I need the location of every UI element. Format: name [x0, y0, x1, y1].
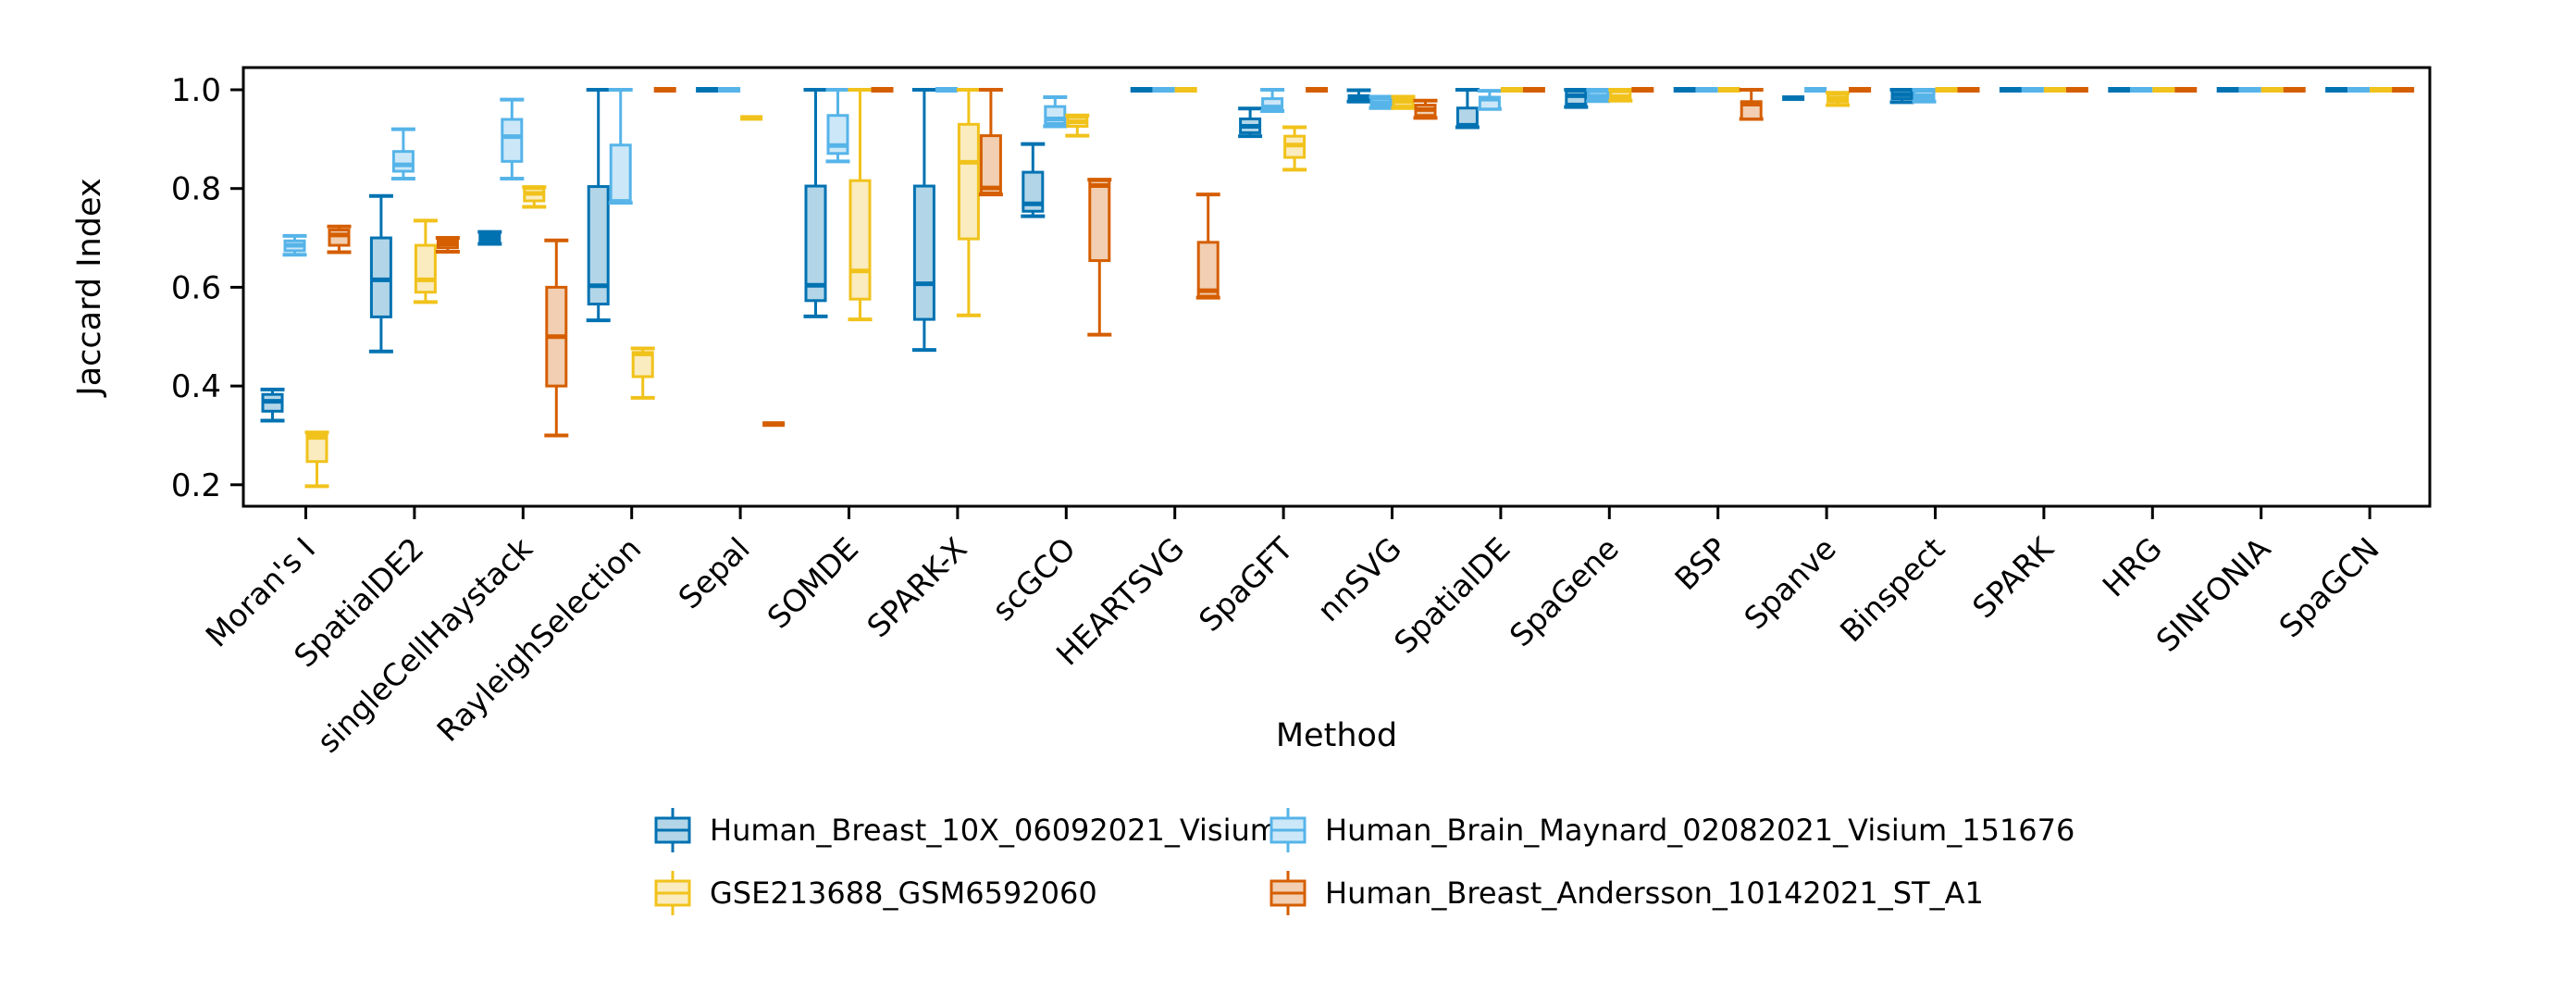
box-spatialde2-2 [391, 150, 415, 173]
box-spark-x-4 [979, 134, 1002, 195]
box-dash-bsp-2 [1695, 87, 1718, 93]
box-heartsvg-4 [1196, 241, 1220, 298]
box-dash-sepal-1 [696, 87, 719, 93]
box-dash-spanve-4 [1849, 87, 1872, 93]
box-dash-heartsvg-2 [1152, 87, 1175, 93]
box-dash-spagcn-3 [2370, 87, 2393, 93]
box-dash-bsp-1 [1673, 87, 1696, 93]
box-dash-sepal-2 [718, 87, 741, 93]
box-dash-binspect-3 [1935, 87, 1958, 93]
box-dash-spanve-2 [1804, 87, 1827, 93]
legend-human-breast-10x-06092021-visium-label: Human_Breast_10X_06092021_Visium [710, 813, 1279, 848]
box-dash-spark-1 [1999, 87, 2022, 93]
box-dash-sinfonia-3 [2260, 87, 2284, 93]
box-dash-sinfonia-1 [2216, 87, 2239, 93]
box-dash-spagcn-2 [2347, 87, 2371, 93]
box-dash-heartsvg-3 [1174, 87, 1197, 93]
box-somde-1 [804, 184, 827, 303]
box-dash-spagene-4 [1631, 87, 1654, 93]
box-dash-spagcn-4 [2392, 87, 2415, 93]
box-moran-s-i-4 [328, 229, 351, 247]
box-dash-sinfonia-2 [2238, 87, 2261, 93]
y-tick-label: 0.4 [171, 368, 221, 405]
box-dash-spark-x-2 [935, 87, 958, 93]
box-dash-bsp-3 [1717, 87, 1740, 93]
box-dash-somde-4 [871, 87, 894, 93]
box-singlecellhaystack-2 [501, 118, 524, 163]
box-dash-spagft-4 [1306, 87, 1329, 93]
x-axis-title: Method [1276, 717, 1397, 754]
y-tick-label: 0.2 [171, 467, 221, 504]
legend-gse213688-gsm6592060-label: GSE213688_GSM6592060 [710, 876, 1097, 911]
y-tick-label: 0.6 [171, 269, 221, 306]
box-dash-hrg-4 [2174, 87, 2198, 93]
box-dash-sepal-4 [762, 421, 786, 428]
box-scgco-4 [1088, 179, 1111, 263]
box-spark-x-1 [912, 184, 935, 321]
legend-human-brain-maynard-02082021-visium-151676-label: Human_Brain_Maynard_02082021_Visium_1516… [1325, 813, 2074, 848]
box-dash-binspect-4 [1957, 87, 1980, 93]
box-spark-x-3 [957, 122, 980, 241]
box-somde-3 [848, 179, 872, 301]
box-dash-rayleighselection-4 [653, 87, 676, 93]
box-dash-spanve-1 [1782, 95, 1805, 102]
box-spagft-2 [1261, 97, 1284, 111]
legend-human-breast-andersson-10142021-st-a1-label: Human_Breast_Andersson_10142021_ST_A1 [1325, 876, 1984, 911]
box-dash-spark-3 [2043, 87, 2066, 93]
box-dash-spagcn-1 [2325, 87, 2348, 93]
y-axis-title: Jaccard Index [71, 178, 108, 397]
box-dash-hrg-3 [2152, 87, 2175, 93]
box-dash-spatialde-4 [1522, 87, 1545, 93]
box-dash-spark-2 [2021, 87, 2044, 93]
y-tick-label: 1.0 [171, 72, 221, 109]
y-tick-label: 0.8 [171, 171, 221, 208]
box-rayleighselection-1 [587, 185, 610, 306]
box-spatialde2-1 [369, 236, 392, 318]
box-scgco-1 [1022, 170, 1045, 213]
box-dash-hrg-2 [2130, 87, 2153, 93]
box-dash-hrg-1 [2108, 87, 2131, 93]
box-dash-heartsvg-1 [1130, 87, 1153, 93]
box-dash-spatialde-3 [1500, 87, 1523, 93]
box-dash-sinfonia-4 [2283, 87, 2306, 93]
box-dash-sepal-3 [740, 115, 763, 121]
box-rayleighselection-2 [609, 143, 632, 205]
box-spatialde2-3 [414, 243, 437, 294]
box-dash-spark-4 [2065, 87, 2088, 93]
